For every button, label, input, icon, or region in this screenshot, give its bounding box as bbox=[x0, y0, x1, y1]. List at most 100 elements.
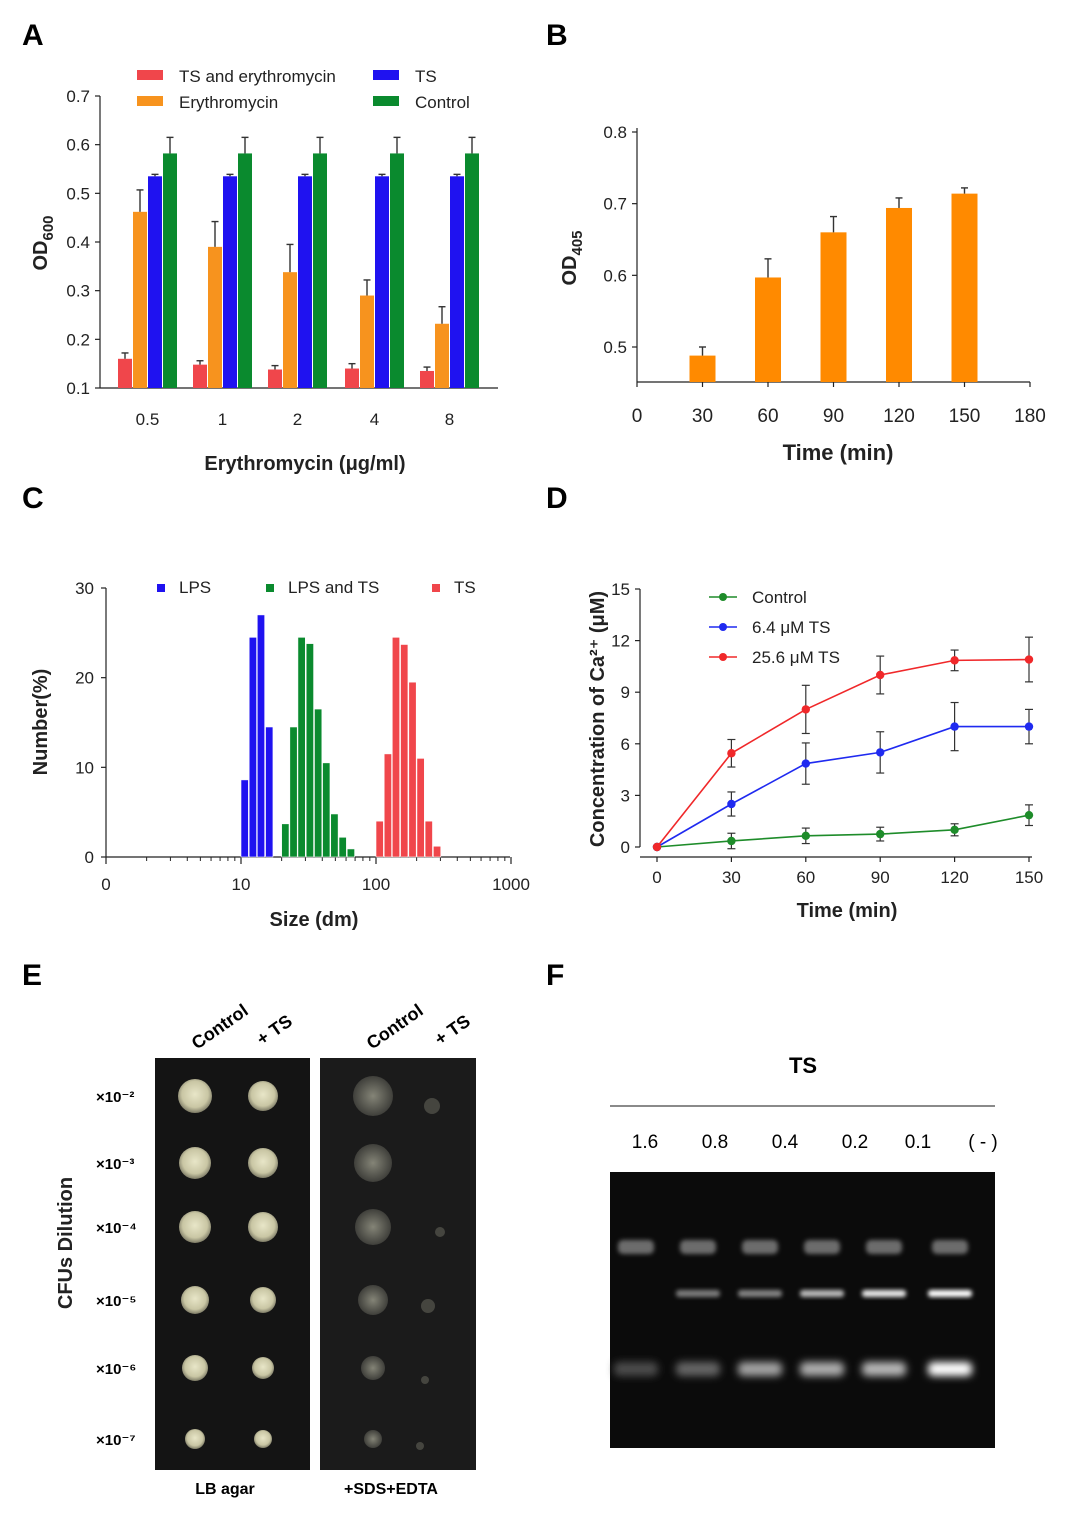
colony-sds-ts bbox=[421, 1376, 429, 1384]
a-legend-swatch bbox=[373, 70, 399, 80]
b-ytick-label: 0.8 bbox=[603, 123, 627, 142]
a-bar bbox=[118, 358, 132, 388]
colony-lb-ts bbox=[248, 1212, 278, 1242]
d-point bbox=[727, 749, 736, 758]
gel-band-lower bbox=[738, 1362, 782, 1376]
d-legend-marker bbox=[719, 593, 727, 601]
b-xlabel: Time (min) bbox=[783, 440, 894, 465]
colony-lb-control bbox=[182, 1355, 208, 1381]
c-ytick-label: 30 bbox=[75, 579, 94, 598]
gel-title: TS bbox=[789, 1053, 817, 1078]
a-xtick-label: 0.5 bbox=[136, 410, 160, 429]
colony-lb-ts bbox=[254, 1430, 272, 1448]
gel-lane-label: 0.8 bbox=[702, 1132, 728, 1153]
plate-column-label: Control bbox=[363, 1000, 427, 1053]
b-bar bbox=[820, 232, 847, 382]
colony-lb-ts bbox=[250, 1287, 276, 1313]
d-series-line bbox=[656, 814, 1030, 848]
d-ytick-label: 15 bbox=[611, 580, 630, 599]
a-ytick-label: 0.5 bbox=[66, 184, 90, 203]
c-ytick-label: 0 bbox=[85, 848, 94, 867]
b-bar bbox=[951, 193, 978, 382]
c-bar bbox=[383, 753, 392, 858]
d-legend-label: 6.4 μM TS bbox=[752, 618, 830, 637]
dilution-label: ×10⁻⁷ bbox=[96, 1432, 136, 1449]
a-ytick-label: 0.4 bbox=[66, 233, 90, 252]
colony-sds-control bbox=[354, 1144, 392, 1182]
c-legend-label: TS bbox=[454, 578, 476, 597]
d-point bbox=[950, 825, 959, 834]
panel-label-a: A bbox=[22, 19, 44, 52]
d-xtick-label: 120 bbox=[940, 868, 968, 887]
a-ytick-label: 0.2 bbox=[66, 330, 90, 349]
a-bar bbox=[465, 153, 479, 388]
d-point bbox=[801, 831, 810, 841]
d-xtick-label: 90 bbox=[871, 868, 890, 887]
a-bar bbox=[163, 153, 177, 388]
a-bar bbox=[360, 295, 374, 388]
colony-lb-ts bbox=[252, 1357, 274, 1379]
a-legend-label: TS bbox=[415, 67, 437, 86]
gel-band-lower bbox=[862, 1362, 906, 1376]
c-bar bbox=[248, 637, 257, 858]
d-legend-label: Control bbox=[752, 588, 807, 607]
d-legend-label: 25.6 μM TS bbox=[752, 648, 840, 667]
gel-well bbox=[680, 1240, 716, 1254]
c-bar bbox=[281, 823, 290, 858]
a-ylabel: OD600 bbox=[30, 215, 57, 270]
gel-well bbox=[804, 1240, 840, 1254]
a-bar bbox=[283, 272, 297, 388]
c-bar bbox=[256, 614, 265, 858]
c-bar bbox=[375, 820, 384, 858]
d-point bbox=[1024, 655, 1034, 664]
d-point bbox=[876, 670, 885, 680]
gel-band-lower bbox=[928, 1362, 972, 1376]
gel-lane-label: 1.6 bbox=[632, 1132, 658, 1153]
c-bar bbox=[391, 637, 400, 858]
colony-sds-ts bbox=[416, 1442, 424, 1450]
d-point bbox=[1024, 810, 1034, 820]
gel-lane-label: 0.2 bbox=[842, 1132, 868, 1153]
gel-image bbox=[610, 1172, 995, 1448]
b-ytick-label: 0.5 bbox=[603, 338, 627, 357]
c-bar bbox=[314, 708, 323, 858]
panel-label-b: B bbox=[546, 19, 568, 52]
a-legend-swatch bbox=[137, 70, 163, 80]
c-legend-label: LPS and TS bbox=[288, 578, 379, 597]
a-bar bbox=[435, 323, 449, 388]
dilution-label: ×10⁻³ bbox=[96, 1156, 134, 1173]
d-legend-marker bbox=[719, 623, 727, 631]
gel-lane-label: 0.4 bbox=[772, 1132, 799, 1153]
a-ytick-label: 0.6 bbox=[66, 136, 90, 155]
b-xtick-label: 0 bbox=[632, 406, 643, 427]
c-bar bbox=[433, 845, 442, 858]
c-legend-swatch bbox=[266, 584, 274, 592]
b-bar bbox=[886, 207, 912, 382]
plate-label-lb-agar: LB agar bbox=[195, 1481, 255, 1498]
gel-well bbox=[618, 1240, 654, 1254]
colony-sds-control bbox=[355, 1209, 391, 1245]
b-xtick-label: 60 bbox=[757, 406, 778, 427]
colony-lb-ts bbox=[248, 1148, 278, 1178]
chart-c: 0 10 20 30 0 10 100 1000 LPS LPS and TS TS Number(%… bbox=[30, 578, 530, 931]
d-xtick-label: 0 bbox=[652, 868, 661, 887]
a-xtick-label: 2 bbox=[293, 410, 302, 429]
c-bar bbox=[346, 848, 355, 858]
a-bar bbox=[268, 369, 282, 388]
colony-lb-ts bbox=[248, 1081, 278, 1111]
a-bar bbox=[390, 153, 404, 388]
a-xtick-label: 1 bbox=[218, 410, 227, 429]
plate-column-label: + TS bbox=[431, 1011, 474, 1049]
c-bar bbox=[338, 836, 347, 858]
c-bar bbox=[289, 726, 298, 858]
b-ytick-label: 0.6 bbox=[603, 266, 627, 285]
d-point bbox=[652, 842, 662, 852]
a-ytick-label: 0.7 bbox=[66, 87, 90, 106]
panel-f: TS 1.6 0.8 0.4 0.2 0.1 ( - ) bbox=[610, 1053, 998, 1448]
chart-a: 0.1 0.2 0.3 0.4 0.5 0.6 0.7 0.5 1 2 4 8 OD600 Erythro… bbox=[30, 67, 498, 475]
c-legend-swatch bbox=[157, 584, 165, 592]
a-bar bbox=[238, 153, 252, 388]
d-point bbox=[801, 759, 810, 768]
colony-lb-control bbox=[179, 1211, 211, 1243]
